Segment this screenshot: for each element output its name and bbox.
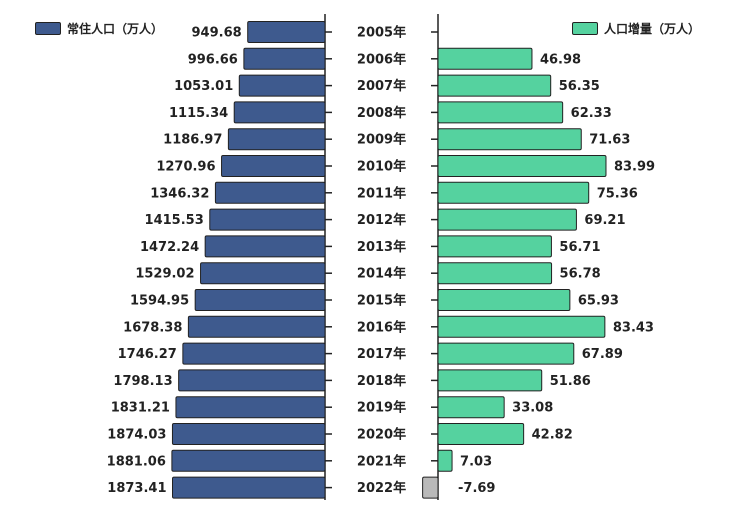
population-bar: [171, 423, 326, 445]
growth-data-label: 56.35: [559, 79, 600, 94]
population-data-label: 1472.24: [140, 240, 199, 255]
population-data-label: 1881.06: [107, 454, 166, 469]
population-data-label: 1798.13: [113, 374, 172, 389]
growth-bar: [437, 396, 505, 419]
population-bar: [171, 449, 326, 472]
population-data-label: 1186.97: [163, 133, 222, 148]
population-bar: [227, 128, 326, 151]
growth-data-label: -7.69: [458, 481, 495, 496]
legend-growth: 人口增量（万人）: [572, 20, 700, 37]
year-tick-label: 2009年: [357, 132, 406, 148]
year-tick-label: 2020年: [357, 427, 406, 443]
growth-data-label: 33.08: [512, 401, 553, 416]
population-data-label: 1053.01: [174, 79, 233, 94]
population-data-label: 1115.34: [169, 106, 228, 121]
growth-data-label: 75.36: [597, 186, 638, 201]
population-bar: [243, 47, 326, 70]
population-data-label: 1346.32: [150, 186, 209, 201]
population-bar: [172, 476, 326, 499]
population-data-label: 1678.38: [123, 320, 182, 335]
population-bar: [178, 369, 326, 392]
population-data-label: 1594.95: [130, 294, 189, 309]
population-data-label: 949.68: [192, 26, 242, 41]
population-bar: [238, 74, 326, 97]
growth-bar: [437, 369, 543, 392]
legend-population-label: 常住人口（万人）: [67, 22, 164, 36]
growth-bar: [437, 47, 533, 70]
growth-bar: [437, 423, 525, 445]
year-tick-label: 2015年: [357, 293, 406, 309]
year-tick-label: 2018年: [357, 373, 406, 389]
growth-data-label: 67.89: [582, 347, 623, 362]
growth-data-label: 42.82: [532, 428, 573, 443]
population-data-label: 1415.53: [145, 213, 204, 228]
year-tick-label: 2013年: [357, 239, 406, 255]
growth-data-label: 83.99: [614, 160, 655, 175]
population-data-label: 1529.02: [135, 267, 194, 282]
population-bar: [182, 342, 326, 365]
population-bar: [200, 262, 326, 285]
population-data-label: 996.66: [188, 52, 238, 67]
population-bar: [221, 155, 326, 177]
legend-growth-label: 人口增量（万人）: [604, 22, 701, 36]
growth-bar: [437, 342, 575, 365]
growth-bar: [437, 315, 606, 338]
growth-bar: [437, 235, 552, 258]
population-bar: [233, 101, 326, 124]
year-tick-label: 2005年: [357, 25, 406, 41]
legend-population-swatch: [35, 22, 61, 35]
population-bar: [194, 289, 326, 311]
population-bar: [175, 396, 326, 419]
population-bar: [204, 235, 326, 258]
growth-data-label: 56.78: [560, 267, 601, 282]
growth-bar: [437, 74, 552, 97]
year-tick-label: 2014年: [357, 266, 406, 282]
population-data-label: 1873.41: [107, 481, 166, 496]
growth-bar: [437, 181, 590, 204]
population-data-label: 1874.03: [107, 428, 166, 443]
growth-data-label: 71.63: [589, 133, 630, 148]
year-tick-label: 2007年: [357, 78, 406, 94]
growth-bar: [422, 476, 439, 499]
population-bar: [214, 181, 326, 204]
legend-growth-swatch: [572, 22, 598, 35]
year-tick-label: 2012年: [357, 212, 406, 228]
growth-bar: [437, 449, 453, 472]
population-data-label: 1270.96: [156, 160, 215, 175]
year-tick-label: 2019年: [357, 400, 406, 416]
year-tick-label: 2021年: [357, 453, 406, 469]
growth-data-label: 46.98: [540, 52, 581, 67]
growth-bar: [437, 262, 553, 285]
year-tick-label: 2006年: [357, 51, 406, 67]
growth-bar: [437, 155, 607, 177]
population-bar: [247, 21, 326, 43]
growth-data-label: 51.86: [550, 374, 591, 389]
growth-data-label: 7.03: [460, 454, 492, 469]
growth-bar: [437, 289, 571, 311]
growth-bar: [437, 101, 564, 124]
year-tick-label: 2011年: [357, 185, 406, 201]
year-tick-label: 2010年: [357, 159, 406, 175]
population-data-label: 1831.21: [111, 401, 170, 416]
population-bar: [187, 315, 326, 338]
year-tick-label: 2017年: [357, 346, 406, 362]
growth-data-label: 62.33: [571, 106, 612, 121]
growth-bar: [437, 128, 582, 151]
growth-data-label: 56.71: [559, 240, 600, 255]
year-tick-label: 2016年: [357, 319, 406, 335]
legend-population: 常住人口（万人）: [35, 20, 163, 37]
growth-data-label: 69.21: [584, 213, 625, 228]
growth-bar: [437, 208, 577, 231]
growth-data-label: 83.43: [613, 320, 654, 335]
year-tick-label: 2022年: [357, 480, 406, 496]
population-data-label: 1746.27: [118, 347, 177, 362]
growth-data-label: 65.93: [578, 294, 619, 309]
year-tick-label: 2008年: [357, 105, 406, 121]
population-bar: [209, 208, 326, 231]
